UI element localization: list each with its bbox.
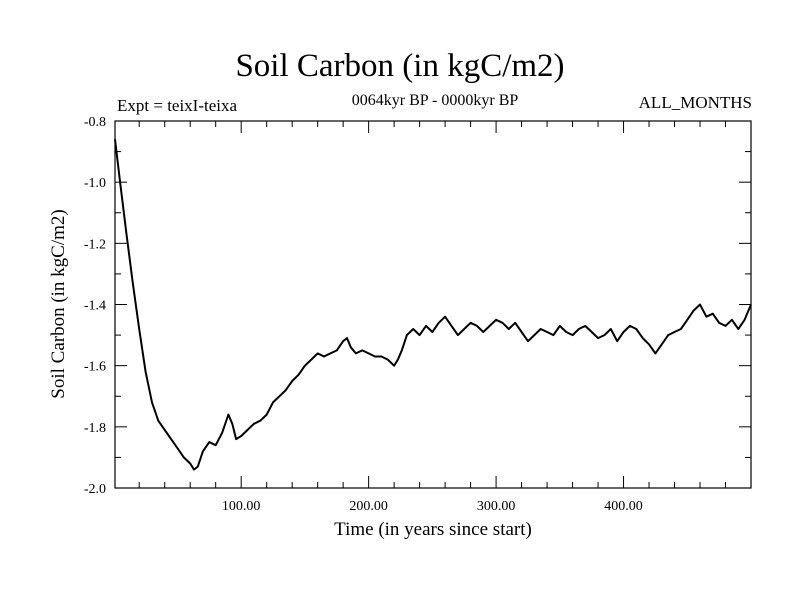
y-tick-label: -2.0 bbox=[84, 482, 106, 497]
axis-ticks bbox=[115, 120, 751, 489]
x-tick-label: 300.00 bbox=[477, 499, 516, 514]
months-label: ALL_MONTHS bbox=[638, 93, 752, 112]
y-axis-label: Soil Carbon (in kgC/m2) bbox=[48, 209, 69, 398]
y-tick-label: -1.2 bbox=[84, 237, 106, 252]
plot-frame bbox=[114, 120, 752, 489]
x-tick-labels: 100.00 200.00 300.00 400.00 bbox=[222, 499, 643, 514]
x-tick-label: 200.00 bbox=[349, 499, 388, 514]
y-tick-label: -1.0 bbox=[84, 176, 106, 191]
y-tick-label: -1.4 bbox=[84, 299, 106, 314]
chart-title: Soil Carbon (in kgC/m2) bbox=[235, 48, 565, 84]
x-tick-label: 100.00 bbox=[222, 499, 261, 514]
series-line bbox=[114, 139, 752, 471]
x-tick-label: 400.00 bbox=[604, 499, 643, 514]
y-tick-label: -1.6 bbox=[84, 360, 106, 375]
y-tick-label: -0.8 bbox=[84, 115, 106, 130]
y-tick-labels: -2.0 -1.8 -1.6 -1.4 -1.2 -1.0 -0.8 bbox=[84, 115, 106, 497]
experiment-label: Expt = teixI-teixa bbox=[117, 96, 238, 115]
y-tick-label: -1.8 bbox=[84, 421, 106, 436]
chart-subtitle: 0064kyr BP - 0000kyr BP bbox=[351, 92, 519, 109]
x-axis-label: Time (in years since start) bbox=[334, 519, 532, 540]
